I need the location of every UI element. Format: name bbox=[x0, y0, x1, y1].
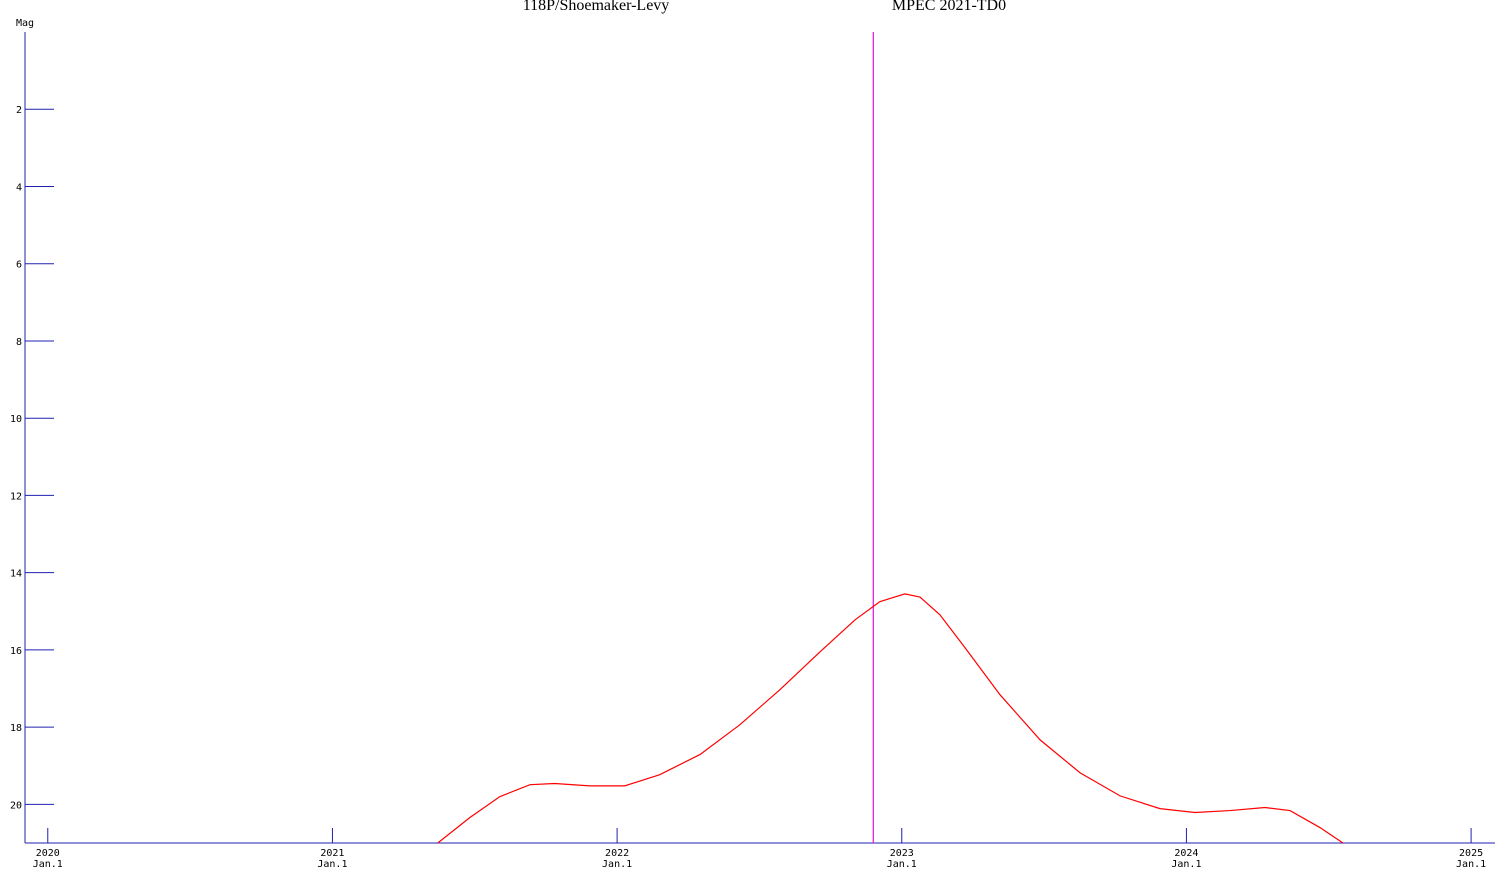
chart-title: 118P/Shoemaker-Levy bbox=[523, 0, 670, 14]
x-tick-sublabel: Jan.1 bbox=[1456, 859, 1486, 870]
y-tick-label: 20 bbox=[10, 800, 22, 811]
y-tick-label: 14 bbox=[10, 569, 22, 580]
x-tick-label: 2022 bbox=[605, 848, 629, 859]
magnitude-curve bbox=[437, 593, 1344, 844]
x-tick-sublabel: Jan.1 bbox=[33, 859, 63, 870]
x-tick-label: 2021 bbox=[320, 848, 344, 859]
y-tick-label: 2 bbox=[16, 105, 22, 116]
x-tick-sublabel: Jan.1 bbox=[887, 859, 917, 870]
x-tick-label: 2023 bbox=[890, 848, 914, 859]
y-tick-label: 10 bbox=[10, 414, 22, 425]
y-tick-label: 12 bbox=[10, 491, 22, 502]
y-tick-label: 6 bbox=[16, 260, 22, 271]
x-tick-sublabel: Jan.1 bbox=[602, 859, 632, 870]
chart-subtitle: MPEC 2021-TD0 bbox=[892, 0, 1006, 14]
y-tick-label: 16 bbox=[10, 646, 22, 657]
y-tick-label: 8 bbox=[16, 337, 22, 348]
x-tick-sublabel: Jan.1 bbox=[1171, 859, 1201, 870]
x-tick-label: 2025 bbox=[1459, 848, 1483, 859]
x-tick-label: 2020 bbox=[36, 848, 60, 859]
y-axis-label: Mag bbox=[16, 18, 34, 29]
x-tick-label: 2024 bbox=[1174, 848, 1198, 859]
y-tick-label: 4 bbox=[16, 182, 22, 193]
x-tick-sublabel: Jan.1 bbox=[317, 859, 347, 870]
y-tick-label: 18 bbox=[10, 723, 22, 734]
